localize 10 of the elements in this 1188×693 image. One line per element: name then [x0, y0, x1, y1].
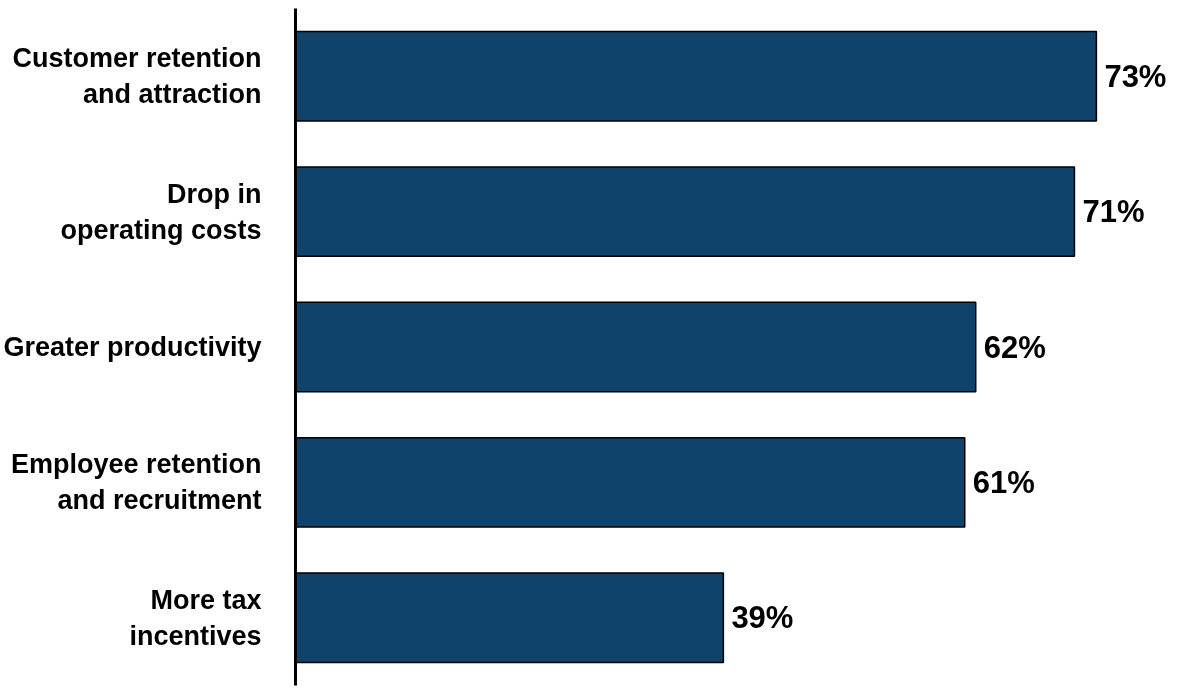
data-label: 73% — [1104, 58, 1167, 94]
data-label: 62% — [983, 329, 1046, 365]
data-label: 71% — [1082, 194, 1145, 230]
y-tick-label: Greater productivity — [3, 332, 262, 362]
y-tick-label: Employee retention and recruitment — [10, 449, 262, 516]
y-tick-label: Customer retention and attraction — [12, 43, 262, 110]
y-tick-label: More tax incentives — [129, 584, 262, 651]
data-label: 61% — [972, 464, 1035, 500]
data-label: 39% — [731, 600, 794, 636]
y-tick-label: Drop in operating costs — [60, 178, 262, 245]
